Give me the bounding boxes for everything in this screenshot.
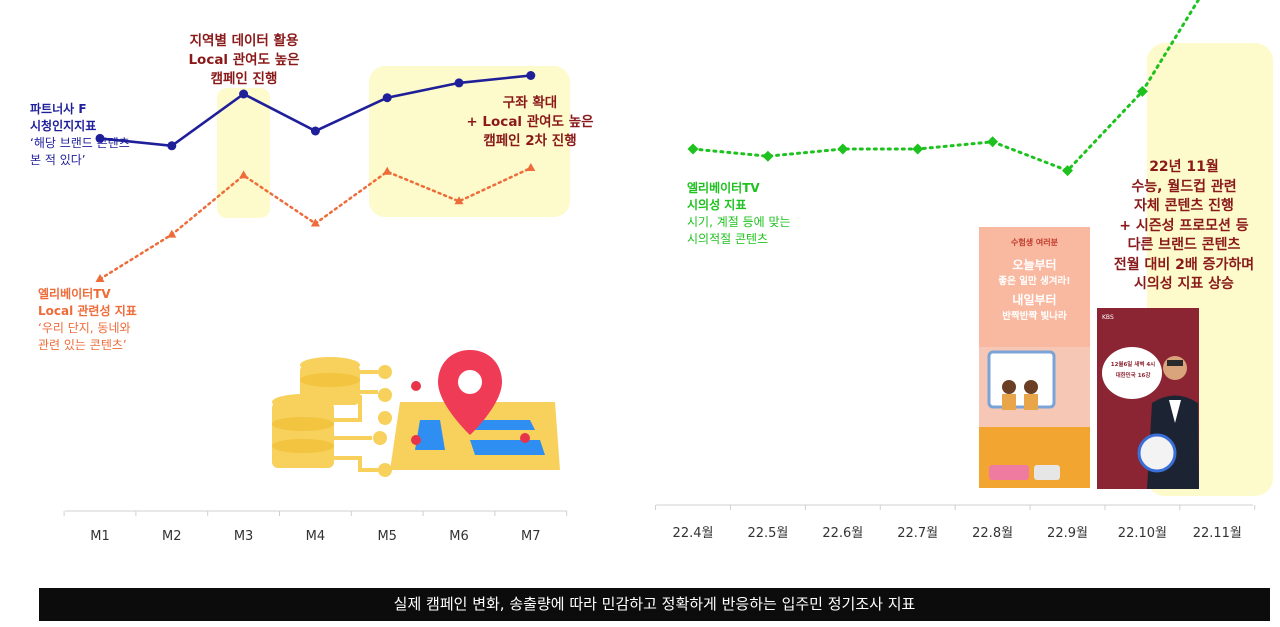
- map-icon: [390, 381, 560, 470]
- exam-campaign-poster: 수험생 여러분 오늘부터 좋은 일만 생겨라! 내일부터 반짝반짝 빛나라: [979, 227, 1090, 488]
- right-series-point-5: [987, 136, 999, 148]
- right-tick-label-7: 22.10월: [1118, 526, 1167, 541]
- right-tick-label-8: 22.11월: [1193, 526, 1242, 541]
- worldcup-poster-line1: 12월6일 새벽 4시: [1110, 362, 1156, 368]
- right-series-line: [691, 0, 1201, 173]
- legend-local-title1: 엘리베이터TV: [38, 287, 111, 301]
- right-x-tick-labels: 22.4월 22.5월 22.6월 22.7월 22.8월 22.9월 22.10월 22.1…: [673, 526, 1242, 541]
- left-series1-point-m1: [95, 133, 105, 143]
- worldcup-poster-brand: KBS: [1102, 314, 1114, 321]
- left-series1-point-m4: [310, 126, 320, 136]
- left-series2-point-m3: [239, 170, 249, 179]
- legend-timeliness-desc2: 시의적절 콘텐츠: [687, 232, 769, 246]
- legend-partner-title2: 시청인지지표: [30, 119, 97, 133]
- left-tick-label-m1: M1: [90, 529, 110, 544]
- network-lines-icon: [334, 370, 378, 472]
- exam-poster-line2: 오늘부터: [1012, 258, 1057, 272]
- right-tick-label-2: 22.5월: [747, 526, 788, 541]
- annotation-m3-line1: 지역별 데이터 활용: [189, 33, 299, 49]
- annotation-22-11-line7: 시의성 지표 상승: [1134, 276, 1234, 292]
- network-nodes-icon: [373, 365, 392, 477]
- left-series1-point-m3: [239, 89, 249, 99]
- right-tick-label-5: 22.8월: [972, 526, 1013, 541]
- legend-partner-title1: 파트너사 F: [30, 102, 87, 116]
- annotation-m5: 구좌 확대 + Local 관여도 높은 캠페인 2차 진행: [450, 94, 610, 151]
- legend-local-title2: Local 관련성 지표: [38, 304, 137, 318]
- legend-timeliness: 엘리베이터TV 시의성 지표 시기, 계절 등에 맞는 시의적절 콘텐츠: [687, 180, 791, 248]
- left-series2-point-m7: [526, 163, 536, 171]
- right-series-group: [687, 0, 1201, 177]
- right-series-point-2: [762, 150, 774, 162]
- right-series-point-1: [687, 143, 699, 155]
- right-x-tick-marks: [655, 505, 1256, 510]
- annotation-22-11-line1: 22년 11월: [1149, 159, 1219, 175]
- worldcup-poster-line2: 대한민국 16강: [1115, 373, 1151, 379]
- left-series1-point-m2: [167, 141, 177, 151]
- legend-timeliness-title1: 엘리베이터TV: [687, 181, 760, 195]
- annotation-22-11-line3: 자체 콘텐츠 진행: [1134, 198, 1234, 214]
- left-tick-label-m5: M5: [377, 529, 397, 544]
- left-line-chart: M1 M2 M3 M4 M5 M6 M7: [63, 66, 570, 544]
- footer-caption: 실제 캠페인 변화, 송출량에 따라 민감하고 정확하게 반응하는 입주민 정기…: [39, 588, 1270, 621]
- exam-poster-line4: 내일부터: [1012, 293, 1057, 307]
- left-series1-point-m6: [454, 78, 464, 88]
- annotation-22-11-line4: + 시즌성 프로모션 등: [1119, 217, 1249, 234]
- annotation-m3: 지역별 데이터 활용 Local 관여도 높은 캠페인 진행: [166, 32, 322, 89]
- left-series1-point-m5: [382, 93, 392, 103]
- annotation-22-11-line2: 수능, 월드컵 관련: [1131, 178, 1237, 195]
- left-series-group: [95, 71, 536, 282]
- right-tick-label-3: 22.6월: [822, 526, 863, 541]
- annotation-m5-line2: + Local 관여도 높은: [466, 114, 594, 130]
- right-tick-label-1: 22.4월: [673, 526, 714, 541]
- legend-local-desc1: ‘우리 단지, 동네와: [38, 321, 131, 335]
- legend-partner-desc2: 본 적 있다’: [30, 153, 86, 167]
- exam-poster-line5: 반짝반짝 빛나라: [1002, 311, 1067, 322]
- legend-timeliness-desc1: 시기, 계절 등에 맞는: [687, 215, 791, 229]
- annotation-22-11-line6: 전월 대비 2배 증가하며: [1113, 256, 1255, 273]
- left-series2-point-m6: [454, 196, 464, 205]
- database-icon: [272, 357, 360, 468]
- left-series2-point-m1: [95, 274, 105, 282]
- exam-poster-line1: 수험생 여러분: [1011, 238, 1058, 247]
- left-x-tick-labels: M1 M2 M3 M4 M5 M6 M7: [90, 529, 540, 544]
- annotation-22-11-line5: 다른 브랜드 콘텐츠: [1127, 237, 1241, 253]
- worldcup-poster-art: [1097, 308, 1199, 489]
- worldcup-poster: KBS 12월6일 새벽 4시 대한민국 16강: [1097, 308, 1199, 489]
- annotation-m5-line1: 구좌 확대: [502, 95, 558, 111]
- annotation-22-11: 22년 11월 수능, 월드컵 관련 자체 콘텐츠 진행 + 시즌성 프로모션 …: [1095, 158, 1273, 295]
- right-series-point-7: [1136, 85, 1148, 97]
- right-series-point-3: [837, 143, 849, 155]
- right-series-point-4: [912, 143, 924, 155]
- data-map-illustration: [272, 350, 560, 477]
- left-tick-label-m4: M4: [306, 529, 326, 544]
- annotation-m3-line3: 캠페인 진행: [210, 71, 278, 87]
- left-series2-point-m2: [167, 229, 177, 238]
- exam-poster-line3: 좋은 일만 생겨라!: [998, 276, 1071, 287]
- highlight-m5-m7: [369, 66, 570, 217]
- exam-poster-art: [979, 227, 1090, 488]
- left-tick-label-m6: M6: [449, 529, 469, 544]
- left-tick-label-m7: M7: [521, 529, 541, 544]
- left-x-tick-marks: [63, 511, 568, 516]
- right-series-point-6: [1062, 165, 1073, 177]
- location-pin-icon: [438, 350, 502, 435]
- right-tick-label-4: 22.7월: [897, 526, 938, 541]
- legend-timeliness-title2: 시의성 지표: [687, 198, 747, 212]
- legend-local-desc2: 관련 있는 콘텐츠’: [38, 338, 127, 352]
- legend-partner-desc1: ‘해당 브랜드 콘텐츠: [30, 136, 130, 150]
- left-tick-label-m3: M3: [234, 529, 254, 544]
- annotation-m3-line2: Local 관여도 높은: [188, 52, 300, 68]
- left-series2-point-m5: [382, 166, 392, 175]
- legend-partner: 파트너사 F 시청인지지표 ‘해당 브랜드 콘텐츠 본 적 있다’: [30, 101, 130, 169]
- left-series1-point-m7: [526, 71, 536, 80]
- legend-local: 엘리베이터TV Local 관련성 지표 ‘우리 단지, 동네와 관련 있는 콘…: [38, 286, 137, 354]
- right-tick-label-6: 22.9월: [1047, 526, 1088, 541]
- left-tick-label-m2: M2: [162, 529, 182, 544]
- left-series2-point-m4: [310, 218, 320, 227]
- annotation-m5-line3: 캠페인 2차 진행: [483, 133, 577, 149]
